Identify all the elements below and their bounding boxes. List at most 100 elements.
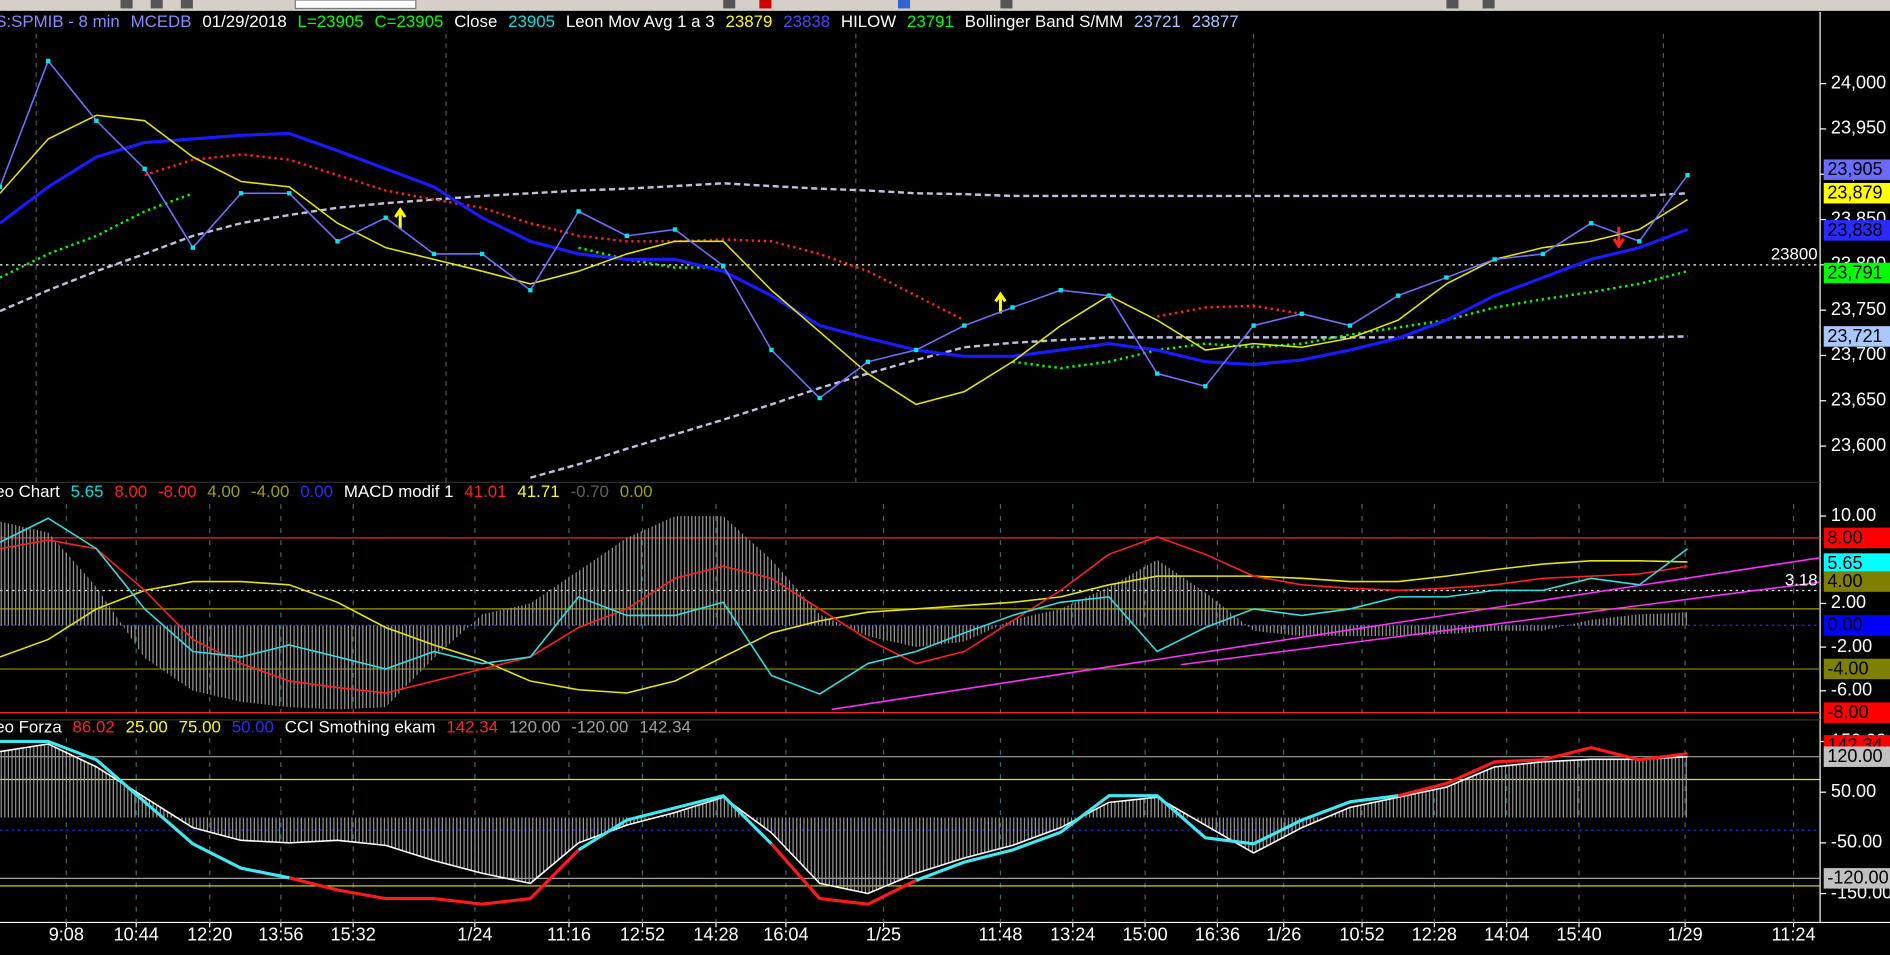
header-item: CCI Smothing ekam bbox=[285, 718, 436, 737]
toolbar bbox=[0, 0, 1890, 11]
value-badge bbox=[1823, 658, 1890, 680]
header-item: 75.00 bbox=[179, 718, 221, 737]
header-item: 23879 bbox=[725, 12, 772, 31]
value-badge-label: 23,838 bbox=[1827, 220, 1882, 240]
header-item: HILOW bbox=[841, 12, 896, 31]
y-tick-label: -6.00 bbox=[1831, 680, 1872, 700]
data-point bbox=[1637, 239, 1642, 244]
x-tick-label: 10:52 bbox=[1339, 924, 1384, 944]
series-line bbox=[0, 192, 1688, 370]
x-tick-label: 15:32 bbox=[331, 924, 376, 944]
data-point bbox=[1685, 172, 1690, 178]
series-line bbox=[0, 560, 1688, 694]
y-tick-label: 2.00 bbox=[1831, 592, 1866, 612]
x-tick-label: 10:44 bbox=[114, 924, 159, 944]
data-point bbox=[431, 251, 437, 257]
value-badge bbox=[1823, 159, 1890, 180]
data-point bbox=[576, 209, 581, 214]
data-point bbox=[1203, 384, 1208, 389]
x-tick-label: 12:52 bbox=[620, 924, 665, 944]
header-item: 142.34 bbox=[639, 718, 691, 737]
value-badge-label: -8.00 bbox=[1827, 702, 1868, 722]
series-line bbox=[288, 746, 1688, 906]
header-item: 0.00 bbox=[300, 483, 333, 502]
header-item: -8.00 bbox=[158, 483, 196, 502]
value-badge bbox=[1823, 220, 1890, 241]
reference-label: 23800 bbox=[1771, 245, 1818, 264]
x-tick-label: 1/29 bbox=[1667, 924, 1702, 944]
y-tick-label: 23,950 bbox=[1831, 118, 1886, 138]
series-line bbox=[0, 131, 1689, 367]
header-item: 41.01 bbox=[464, 483, 506, 502]
data-point bbox=[962, 323, 967, 328]
histogram bbox=[0, 516, 1688, 710]
pane bbox=[0, 737, 1821, 923]
header-item: 142.34 bbox=[446, 718, 498, 737]
x-tick-label: 16:36 bbox=[1195, 924, 1240, 944]
header-item: eo Forza bbox=[0, 718, 62, 737]
y-tick-label: 50.00 bbox=[1831, 781, 1876, 801]
pane-header: eo Forza 86.02 25.00 75.00 50.00 CCI Smothing… bbox=[0, 718, 691, 737]
header-item: 25.00 bbox=[126, 718, 168, 737]
trendline bbox=[1181, 581, 1821, 666]
y-tick-label: -50.00 bbox=[1831, 832, 1882, 852]
header-item: C=23905 bbox=[375, 12, 444, 31]
data-point bbox=[0, 184, 3, 190]
series-line bbox=[530, 335, 1688, 479]
x-tick-label: 13:24 bbox=[1050, 924, 1095, 944]
x-tick-label: 11:24 bbox=[1772, 924, 1816, 944]
header-item: Close bbox=[454, 12, 497, 31]
value-badge bbox=[1823, 746, 1890, 767]
header-item: Leon Mov Avg 1 a 3 bbox=[566, 12, 715, 31]
pane-header: S:SPMIB - 8 min MCEDB 01/29/2018 L=23905 C=2… bbox=[0, 12, 1239, 31]
series-line bbox=[0, 739, 1399, 882]
data-point bbox=[1106, 293, 1112, 298]
y-tick-label: 23,750 bbox=[1831, 299, 1886, 319]
trendline bbox=[831, 556, 1821, 711]
header-item: L=23905 bbox=[298, 12, 364, 31]
x-tick-label: 1/24 bbox=[457, 924, 492, 944]
header-item: 23791 bbox=[907, 12, 954, 31]
data-point bbox=[721, 263, 726, 268]
x-tick-label: 1/25 bbox=[866, 924, 901, 944]
header-item: S:SPMIB - 8 min bbox=[0, 12, 120, 31]
data-point bbox=[335, 239, 340, 244]
header-item: 4.00 bbox=[207, 483, 240, 502]
value-badge-label: 5.65 bbox=[1827, 553, 1862, 573]
y-tick-label: 23,700 bbox=[1831, 344, 1886, 364]
header-item: -0.70 bbox=[570, 483, 608, 502]
header-item: 41.71 bbox=[517, 483, 559, 502]
data-point bbox=[287, 191, 292, 196]
data-point bbox=[94, 118, 99, 123]
header-item: 23877 bbox=[1192, 12, 1239, 31]
value-badge bbox=[1823, 262, 1890, 284]
data-point bbox=[238, 191, 244, 196]
x-tick-label: 13:56 bbox=[258, 924, 303, 944]
x-tick-label: 12:20 bbox=[187, 924, 232, 944]
header-item: 0.00 bbox=[620, 483, 653, 502]
y-tick-label: 24,000 bbox=[1831, 72, 1886, 92]
value-badge bbox=[1823, 868, 1890, 889]
value-badge-label: -120.00 bbox=[1827, 868, 1888, 888]
pane-header: eo Chart 5.65 8.00 -8.00 4.00 -4.00 0.00 MACD m… bbox=[0, 483, 653, 502]
data-point bbox=[672, 227, 678, 232]
value-badge bbox=[1823, 183, 1890, 204]
data-point bbox=[1540, 251, 1546, 257]
y-tick-label: -2.00 bbox=[1831, 636, 1872, 656]
series-line bbox=[144, 153, 1302, 322]
header-item: 50.00 bbox=[232, 718, 274, 737]
data-point bbox=[190, 245, 196, 250]
data-point bbox=[769, 347, 774, 353]
x-tick-label: 14:04 bbox=[1484, 924, 1529, 944]
data-point bbox=[46, 58, 51, 64]
value-badge-label: 4.00 bbox=[1827, 571, 1862, 591]
data-point bbox=[383, 215, 388, 220]
header-item: 5.65 bbox=[71, 483, 104, 502]
value-badge bbox=[1823, 702, 1890, 723]
x-tick-label: 11:16 bbox=[547, 924, 591, 944]
value-badge-label: 23,879 bbox=[1827, 183, 1882, 203]
value-badge bbox=[1823, 527, 1890, 549]
series-line bbox=[0, 743, 1688, 895]
header-item: -120.00 bbox=[571, 718, 628, 737]
